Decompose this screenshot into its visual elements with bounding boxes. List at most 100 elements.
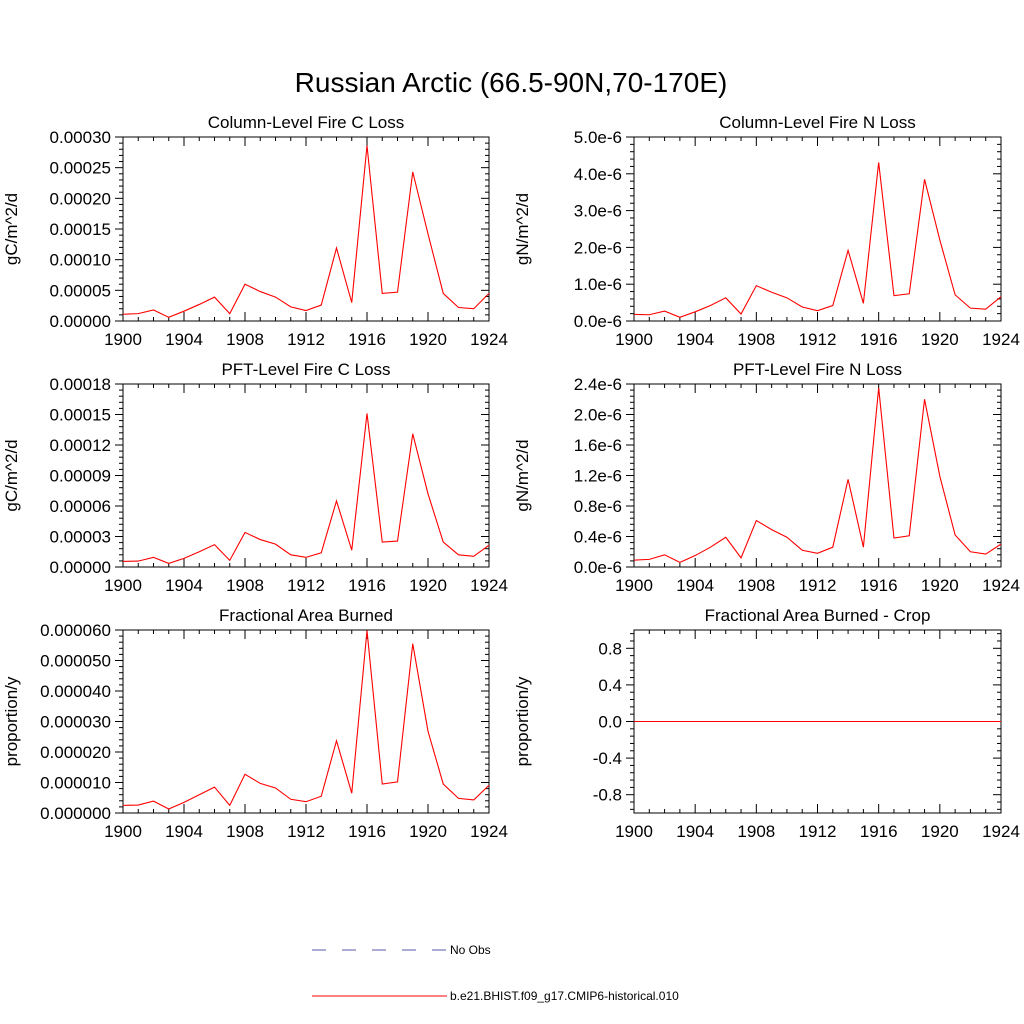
series-line xyxy=(122,413,490,565)
panel-title: Fractional Area Burned xyxy=(219,606,393,625)
x-tick-label: 1924 xyxy=(470,330,508,349)
x-tick-label: 1908 xyxy=(226,330,264,349)
x-tick-label: 1908 xyxy=(737,330,775,349)
y-tick-label: 1.6e-6 xyxy=(574,436,622,455)
x-tick-label: 1912 xyxy=(799,330,837,349)
x-tick-label: 1904 xyxy=(676,576,714,595)
series-line xyxy=(633,387,1002,564)
y-tick-label: 0.000000 xyxy=(40,804,111,823)
panel-fractional-area-burned: Fractional Area Burned proportion/y 1900 19… xyxy=(2,606,508,841)
plot-frame xyxy=(122,629,490,814)
y-tick-label: 0.00015 xyxy=(50,406,111,425)
y-tick-label: 0.00025 xyxy=(50,159,111,178)
y-tick-label: 0.000010 xyxy=(40,774,111,793)
x-tick-label: 1924 xyxy=(470,822,508,841)
y-tick-label: 0.00018 xyxy=(50,375,111,394)
x-tick-label: 1924 xyxy=(982,576,1020,595)
series-line xyxy=(122,630,490,810)
plot-frame xyxy=(122,383,490,568)
x-tick-label: 1920 xyxy=(921,330,959,349)
x-tick-label: 1924 xyxy=(470,576,508,595)
y-axis-label: proportion/y xyxy=(2,676,21,766)
figure-title: Russian Arctic (66.5-90N,70-170E) xyxy=(295,67,728,98)
x-tick-label: 1912 xyxy=(287,330,325,349)
y-tick-label: 0.8e-6 xyxy=(574,497,622,516)
panel-title: PFT-Level Fire C Loss xyxy=(221,360,390,379)
x-tick-label: 1908 xyxy=(226,576,264,595)
panel-title: Column-Level Fire C Loss xyxy=(208,113,405,132)
panel-pft-level-fire-n-loss: PFT-Level Fire N Loss gN/m^2/d 1900 1904 190… xyxy=(513,360,1020,595)
x-tick-label: 1924 xyxy=(982,330,1020,349)
y-tick-label: 2.0e-6 xyxy=(574,406,622,425)
y-tick-label: 5.0e-6 xyxy=(574,128,622,147)
y-tick-label: 3.0e-6 xyxy=(574,202,622,221)
y-tick-label: -0.8 xyxy=(593,786,622,805)
y-tick-label: 0.00006 xyxy=(50,497,111,516)
plot-frame xyxy=(633,136,1002,322)
series-line xyxy=(633,162,1002,318)
x-tick-label: 1908 xyxy=(737,576,775,595)
x-tick-label: 1916 xyxy=(348,330,386,349)
x-tick-label: 1920 xyxy=(409,330,447,349)
y-axis-label: gN/m^2/d xyxy=(513,193,532,265)
y-tick-label: 0.00003 xyxy=(50,528,111,547)
panel-title: Fractional Area Burned - Crop xyxy=(705,606,931,625)
panel-pft-level-fire-c-loss: PFT-Level Fire C Loss gC/m^2/d 1900 1904 190… xyxy=(2,360,508,595)
x-tick-label: 1908 xyxy=(226,822,264,841)
y-axis-label: gC/m^2/d xyxy=(2,439,21,511)
panel-title: PFT-Level Fire N Loss xyxy=(733,360,902,379)
plot-frame xyxy=(633,383,1002,568)
x-tick-label: 1900 xyxy=(615,822,653,841)
x-tick-label: 1904 xyxy=(676,822,714,841)
y-tick-label: 0.8 xyxy=(598,639,622,658)
y-tick-label: 0.000040 xyxy=(40,682,111,701)
x-tick-label: 1920 xyxy=(409,822,447,841)
y-tick-label: 2.4e-6 xyxy=(574,375,622,394)
y-tick-label: 0.00030 xyxy=(50,128,111,147)
x-tick-label: 1908 xyxy=(737,822,775,841)
y-tick-label: 0.00005 xyxy=(50,281,111,300)
x-tick-label: 1916 xyxy=(348,576,386,595)
x-tick-label: 1900 xyxy=(615,576,653,595)
y-tick-label: 1.2e-6 xyxy=(574,467,622,486)
x-tick-label: 1900 xyxy=(104,330,142,349)
y-axis-label: gC/m^2/d xyxy=(2,193,21,265)
y-tick-label: -0.4 xyxy=(593,749,622,768)
x-tick-label: 1916 xyxy=(860,822,898,841)
y-tick-label: 0.000050 xyxy=(40,652,111,671)
y-tick-label: 0.00015 xyxy=(50,220,111,239)
y-tick-label: 0.4 xyxy=(598,676,622,695)
y-tick-label: 0.4e-6 xyxy=(574,528,622,547)
y-tick-label: 0.00010 xyxy=(50,251,111,270)
y-tick-label: 0.0 xyxy=(598,713,622,732)
y-tick-label: 0.00000 xyxy=(50,312,111,331)
panel-column-level-fire-c-loss: Column-Level Fire C Loss gC/m^2/d 1900 1904… xyxy=(2,113,508,349)
x-tick-label: 1900 xyxy=(615,330,653,349)
x-tick-label: 1904 xyxy=(165,576,203,595)
y-tick-label: 0.0e-6 xyxy=(574,558,622,577)
x-tick-label: 1916 xyxy=(860,330,898,349)
y-tick-label: 0.00020 xyxy=(50,189,111,208)
y-tick-label: 0.000020 xyxy=(40,743,111,762)
legend-obs-label: No Obs xyxy=(450,943,491,957)
x-tick-label: 1912 xyxy=(799,576,837,595)
plot-frame xyxy=(122,136,490,322)
x-tick-label: 1916 xyxy=(348,822,386,841)
y-axis-label: gN/m^2/d xyxy=(513,439,532,511)
panel-title: Column-Level Fire N Loss xyxy=(719,113,916,132)
y-tick-label: 0.00009 xyxy=(50,467,111,486)
x-tick-label: 1924 xyxy=(982,822,1020,841)
y-tick-label: 1.0e-6 xyxy=(574,275,622,294)
panel-column-level-fire-n-loss: Column-Level Fire N Loss gN/m^2/d 1900 1904… xyxy=(513,113,1020,349)
x-tick-label: 1904 xyxy=(676,330,714,349)
y-tick-label: 0.00012 xyxy=(50,436,111,455)
y-tick-label: 4.0e-6 xyxy=(574,165,622,184)
x-tick-label: 1904 xyxy=(165,330,203,349)
x-tick-label: 1916 xyxy=(860,576,898,595)
x-tick-label: 1900 xyxy=(104,822,142,841)
panel-fractional-area-burned-crop: Fractional Area Burned - Crop proportion/… xyxy=(513,606,1020,841)
panel-grid: Column-Level Fire C Loss gC/m^2/d 1900 1904… xyxy=(2,113,1020,841)
y-tick-label: 0.000030 xyxy=(40,713,111,732)
y-tick-label: 2.0e-6 xyxy=(574,238,622,257)
